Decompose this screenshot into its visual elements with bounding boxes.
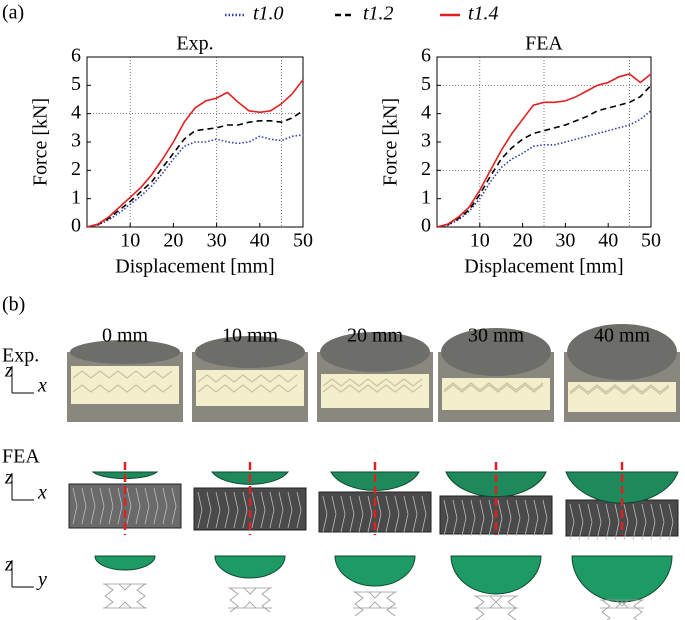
legend-label: t1.2 xyxy=(363,3,394,25)
y-tick-label: 6 xyxy=(71,45,81,67)
photo-indenter xyxy=(441,328,551,376)
photo-indenter xyxy=(567,324,677,380)
x-tick-label: 20 xyxy=(163,230,183,252)
y-tick-label: 2 xyxy=(421,158,431,180)
axis-icon-label: x xyxy=(37,482,47,504)
panel-label: (a) xyxy=(2,2,24,24)
fea-indenter xyxy=(450,555,542,595)
y-tick-label: 4 xyxy=(71,101,81,123)
x-tick-label: 30 xyxy=(555,230,575,252)
fea-pattern xyxy=(569,503,674,541)
fea-indenter xyxy=(334,555,416,587)
y-tick-label: 3 xyxy=(421,130,431,152)
fea-pattern xyxy=(197,491,302,529)
series-line xyxy=(86,110,304,228)
photo-specimen xyxy=(196,370,304,406)
photo-specimen xyxy=(568,382,676,412)
axis-icon-label: y xyxy=(36,569,47,591)
y-axis-label: Force [kN] xyxy=(380,98,402,186)
y-axis-label: Force [kN] xyxy=(30,98,52,186)
series-line xyxy=(436,73,652,228)
fea-truss xyxy=(103,583,147,609)
y-tick-label: 2 xyxy=(71,158,81,180)
column-label: 30 mm xyxy=(468,325,525,347)
fea-indenter xyxy=(445,471,547,498)
photo-pattern xyxy=(72,370,173,393)
image-panels xyxy=(67,324,680,620)
plot-frame xyxy=(86,56,304,228)
x-axis-label: Displacement [mm] xyxy=(464,256,623,278)
y-tick-label: 0 xyxy=(71,215,81,237)
x-axis-label: Displacement [mm] xyxy=(115,256,274,278)
x-tick-label: 30 xyxy=(207,230,227,252)
photo-pattern xyxy=(322,378,423,393)
series-line xyxy=(436,84,652,228)
fea-indenter xyxy=(571,555,673,603)
photo-indenter xyxy=(195,336,305,368)
y-tick-label: 6 xyxy=(421,45,431,67)
x-tick-label: 40 xyxy=(598,230,618,252)
chart-title: FEA xyxy=(525,33,563,55)
chart-title: Exp. xyxy=(176,33,213,55)
photo-indenter xyxy=(70,340,180,364)
fea-pattern xyxy=(72,487,177,525)
column-label: 0 mm xyxy=(102,325,149,347)
x-tick-label: 20 xyxy=(513,230,533,252)
y-tick-label: 3 xyxy=(71,130,81,152)
column-label: 40 mm xyxy=(594,325,651,347)
x-tick-label: 10 xyxy=(470,230,490,252)
axis-icon-label: z xyxy=(4,360,13,382)
x-tick-label: 50 xyxy=(641,230,661,252)
axis-icon-label: x xyxy=(37,375,47,397)
fea-truss xyxy=(474,595,518,620)
fea-pattern xyxy=(322,495,427,533)
photo-specimen xyxy=(442,378,550,410)
y-tick-label: 1 xyxy=(71,186,81,208)
y-tick-label: 4 xyxy=(421,101,431,123)
column-label: 20 mm xyxy=(347,325,404,347)
photo-pattern xyxy=(569,384,670,395)
photo-specimen xyxy=(71,366,179,404)
x-tick-label: 50 xyxy=(293,230,313,252)
y-tick-label: 5 xyxy=(421,73,431,95)
row-label: FEA xyxy=(2,446,40,468)
legend-label: t1.0 xyxy=(253,3,284,25)
x-tick-label: 10 xyxy=(120,230,140,252)
fea-truss xyxy=(600,599,644,620)
series-line xyxy=(86,79,304,228)
fea-truss xyxy=(228,587,272,613)
photo-pattern xyxy=(443,382,544,393)
y-tick-label: 0 xyxy=(421,215,431,237)
plot-frame xyxy=(436,56,652,228)
y-tick-label: 5 xyxy=(71,73,81,95)
fea-indenter xyxy=(214,555,286,579)
axis-icon-label: z xyxy=(4,554,13,576)
row-label: Exp. xyxy=(2,345,39,367)
x-tick-label: 40 xyxy=(250,230,270,252)
panel-label: (b) xyxy=(2,294,25,316)
legend-label: t1.4 xyxy=(468,3,499,25)
photo-indenter xyxy=(320,332,430,372)
series-line xyxy=(86,134,304,228)
series-line xyxy=(436,110,652,228)
fea-pattern xyxy=(443,499,548,537)
axis-icon-label: z xyxy=(4,467,13,489)
column-label: 10 mm xyxy=(222,325,279,347)
fea-truss xyxy=(353,591,397,617)
y-tick-label: 1 xyxy=(421,186,431,208)
photo-pattern xyxy=(197,374,298,393)
fea-indenter xyxy=(94,555,156,571)
